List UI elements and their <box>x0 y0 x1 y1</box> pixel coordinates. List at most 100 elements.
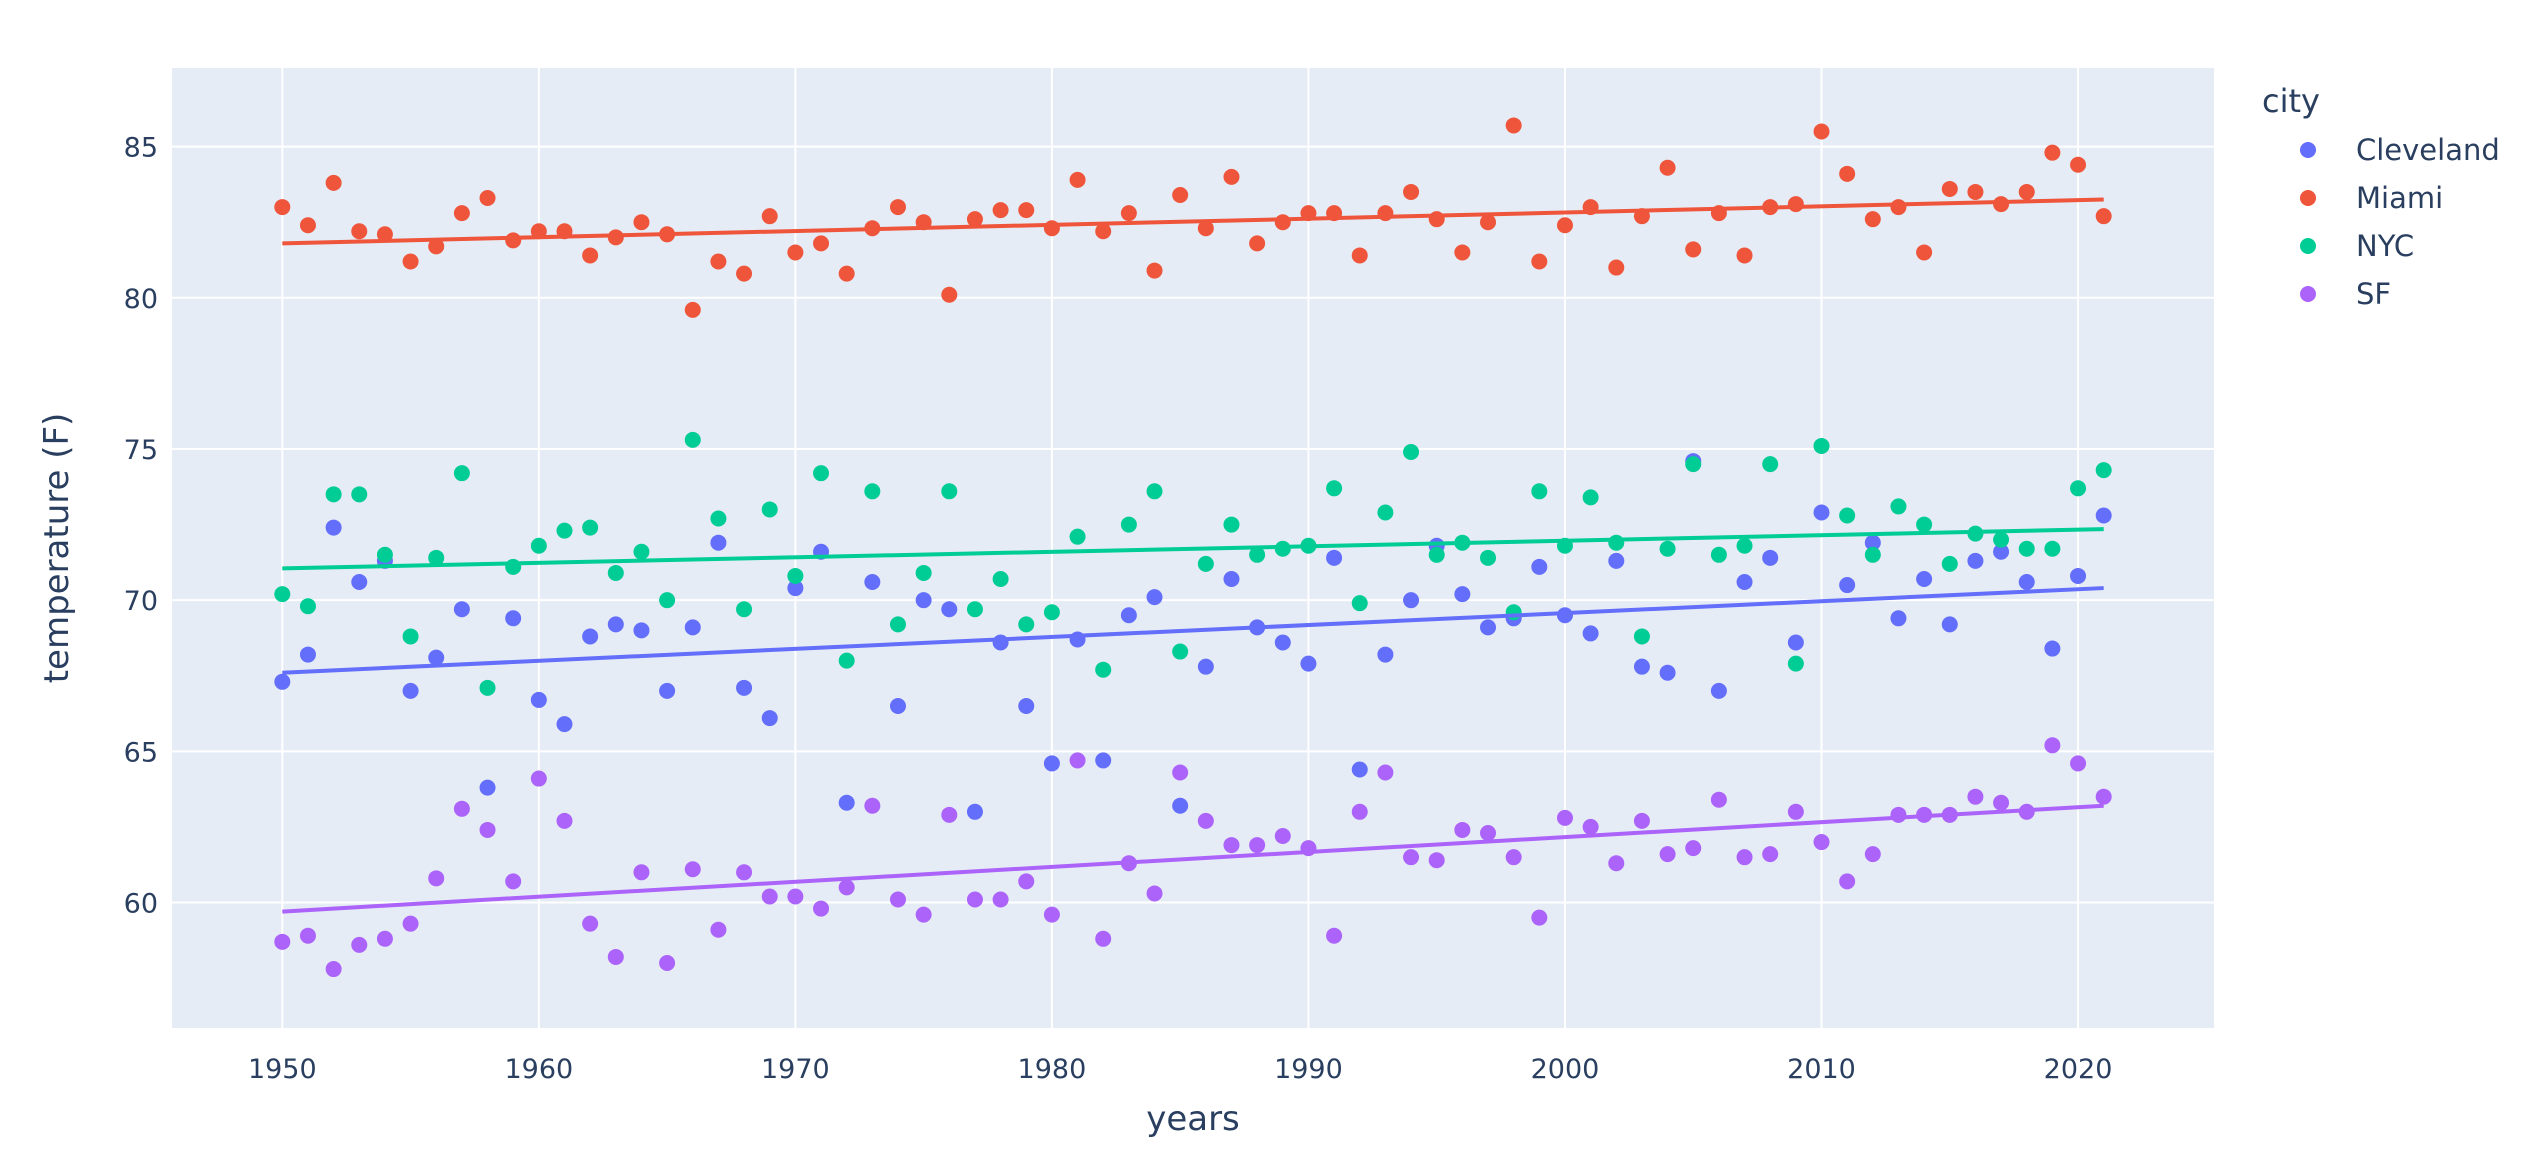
data-point-miami <box>582 247 599 264</box>
y-tick-label: 70 <box>124 586 158 617</box>
data-point-miami <box>453 205 470 222</box>
data-point-nyc <box>915 564 932 581</box>
data-point-nyc <box>402 628 419 645</box>
data-point-nyc <box>2095 462 2112 479</box>
data-point-cleveland <box>966 803 983 820</box>
data-point-cleveland <box>659 682 676 699</box>
data-point-sf <box>1043 906 1060 923</box>
data-point-sf <box>864 797 881 814</box>
data-point-sf <box>1736 849 1753 866</box>
data-point-sf <box>838 879 855 896</box>
y-tick-label: 80 <box>124 284 158 315</box>
data-point-nyc <box>607 564 624 581</box>
data-point-nyc <box>428 549 445 566</box>
trendline-nyc <box>282 527 2104 571</box>
data-point-miami <box>1941 180 1958 197</box>
data-point-cleveland <box>556 716 573 733</box>
data-point-nyc <box>1685 456 1702 473</box>
data-point-miami <box>1146 262 1163 279</box>
data-point-nyc <box>1916 516 1933 533</box>
data-point-cleveland <box>1633 658 1650 675</box>
legend-item-miami[interactable]: Miami <box>2300 181 2443 215</box>
data-point-sf <box>530 770 547 787</box>
trendlines <box>282 197 2104 914</box>
data-point-miami <box>736 265 753 282</box>
data-point-cleveland <box>1377 646 1394 663</box>
data-point-cleveland <box>1531 558 1548 575</box>
data-point-cleveland <box>1197 658 1214 675</box>
data-point-sf <box>1069 752 1086 769</box>
data-point-sf <box>376 930 393 947</box>
data-point-sf <box>1864 846 1881 863</box>
data-point-nyc <box>659 592 676 609</box>
data-point-cleveland <box>1736 574 1753 591</box>
data-point-sf <box>1633 812 1650 829</box>
data-point-miami <box>2044 144 2061 161</box>
legend-label: NYC <box>2356 229 2414 263</box>
data-point-sf <box>1531 909 1548 926</box>
data-point-sf <box>633 864 650 881</box>
data-point-cleveland <box>402 682 419 699</box>
x-axis-title: years <box>1146 1099 1240 1139</box>
data-point-cleveland <box>838 794 855 811</box>
data-point-nyc <box>813 465 830 482</box>
data-point-nyc <box>1326 480 1343 497</box>
data-point-nyc <box>325 486 342 503</box>
data-point-sf <box>582 915 599 932</box>
data-point-nyc <box>556 522 573 539</box>
data-point-cleveland <box>453 601 470 618</box>
data-point-cleveland <box>889 697 906 714</box>
data-point-nyc <box>2018 540 2035 557</box>
data-point-miami <box>838 265 855 282</box>
data-point-sf <box>966 891 983 908</box>
data-point-cleveland <box>1274 634 1291 651</box>
data-point-miami <box>1223 168 1240 185</box>
data-point-sf <box>1249 837 1266 854</box>
series-miami <box>274 117 2112 318</box>
data-point-nyc <box>1223 516 1240 533</box>
legend-item-nyc[interactable]: NYC <box>2300 229 2414 263</box>
data-point-nyc <box>1762 456 1779 473</box>
data-point-nyc <box>1813 437 1830 454</box>
data-point-cleveland <box>1941 616 1958 633</box>
legend-label: Cleveland <box>2356 133 2500 167</box>
data-point-cleveland <box>1120 607 1137 624</box>
legend-item-cleveland[interactable]: Cleveland <box>2300 133 2500 167</box>
data-point-cleveland <box>1608 552 1625 569</box>
data-point-cleveland <box>710 534 727 551</box>
data-point-miami <box>274 199 291 216</box>
data-point-miami <box>402 253 419 270</box>
data-point-cleveland <box>736 679 753 696</box>
data-point-cleveland <box>1787 634 1804 651</box>
data-point-sf <box>299 927 316 944</box>
data-point-sf <box>992 891 1009 908</box>
data-point-nyc <box>992 570 1009 587</box>
legend-marker <box>2300 142 2316 158</box>
trendline-miami <box>282 197 2104 246</box>
data-point-sf <box>889 891 906 908</box>
x-tick-label: 2000 <box>1531 1054 1600 1085</box>
data-point-nyc <box>1095 661 1112 678</box>
data-point-miami <box>1787 196 1804 213</box>
data-point-sf <box>1197 812 1214 829</box>
legend-item-sf[interactable]: SF <box>2300 277 2391 311</box>
data-point-miami <box>1454 244 1471 261</box>
data-point-miami <box>1839 165 1856 182</box>
data-point-nyc <box>710 510 727 527</box>
data-point-cleveland <box>505 610 522 627</box>
data-point-nyc <box>1839 507 1856 524</box>
data-point-sf <box>1454 821 1471 838</box>
data-point-miami <box>2095 208 2112 225</box>
data-point-miami <box>1890 199 1907 216</box>
data-point-nyc <box>889 616 906 633</box>
data-point-miami <box>1659 159 1676 176</box>
data-point-nyc <box>479 679 496 696</box>
data-point-miami <box>684 301 701 318</box>
data-point-nyc <box>1787 655 1804 672</box>
data-point-nyc <box>2044 540 2061 557</box>
legend-title: city <box>2262 82 2320 120</box>
data-point-cleveland <box>1967 552 1984 569</box>
data-point-cleveland <box>1916 570 1933 587</box>
data-point-cleveland <box>479 779 496 796</box>
